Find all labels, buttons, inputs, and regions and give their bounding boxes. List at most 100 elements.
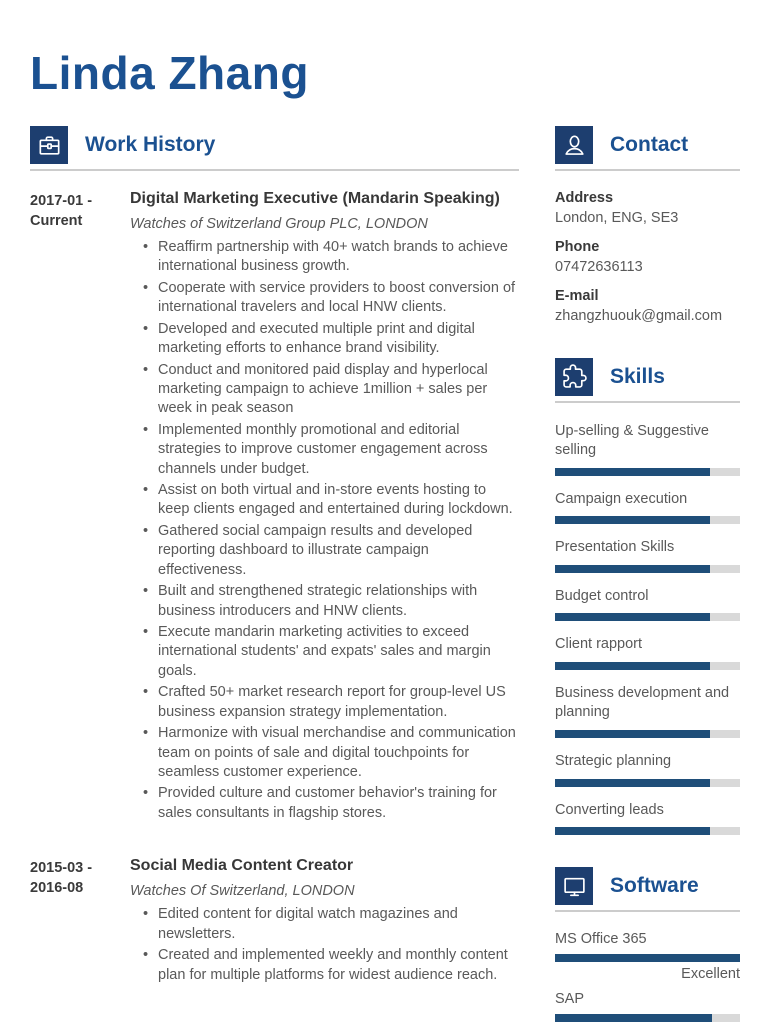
skill-bar-fill	[555, 564, 711, 573]
skill-item: Up-selling & Suggestive selling	[555, 422, 740, 476]
contact-heading: Contact	[610, 133, 689, 156]
skill-label: Budget control	[555, 587, 649, 604]
skills-section: Skills Up-selling & Suggestive selling C…	[555, 357, 740, 836]
section-divider	[555, 910, 740, 913]
skill-bar-track	[555, 467, 740, 476]
job-bullet: Assist on both virtual and in-store even…	[143, 481, 519, 520]
software-level: Excellent	[681, 966, 740, 983]
software-item: MS Office 365 Excellent	[555, 931, 740, 982]
side-column: Contact Address London, ENG, SE3 Phone 0…	[555, 126, 740, 1024]
skill-bar-track	[555, 661, 740, 670]
job-date-line: Current	[30, 212, 83, 229]
job-bullet: Gathered social campaign results and dev…	[143, 522, 519, 580]
skill-bar-fill	[555, 827, 711, 836]
skill-item: Campaign execution	[555, 490, 740, 525]
software-list: MS Office 365 Excellent SAP Very Good Ad…	[555, 931, 740, 1024]
skill-label: Converting leads	[555, 801, 664, 818]
job-date-line: 2017-01 -	[30, 193, 93, 209]
section-divider	[555, 169, 740, 171]
software-bar-track	[555, 1014, 740, 1023]
contact-field-value: zhangzhuouk@gmail.com	[555, 307, 723, 324]
section-divider	[555, 400, 740, 403]
software-label: SAP	[555, 991, 585, 1008]
work-history-heading: Work History	[85, 133, 216, 156]
skill-label: Campaign execution	[555, 490, 688, 507]
job-bullets: Edited content for digital watch magazin…	[130, 905, 519, 985]
contact-field-value: 07472636113	[555, 258, 643, 275]
software-section: Software MS Office 365 Excellent SAP Ver…	[555, 867, 740, 1024]
skill-label: Up-selling & Suggestive selling	[555, 422, 709, 459]
contact-field-label: Phone	[555, 238, 600, 255]
skill-label: Strategic planning	[555, 753, 672, 770]
skill-bar-track	[555, 516, 740, 525]
work-history-header: Work History	[30, 126, 519, 164]
skill-item: Strategic planning	[555, 752, 740, 787]
skill-bar-fill	[555, 516, 711, 525]
contact-field: Address London, ENG, SE3	[555, 190, 740, 228]
job-dates: 2015-03 - 2016-08	[30, 857, 130, 987]
job-bullet: Reaffirm partnership with 40+ watch bran…	[143, 238, 519, 277]
skill-label: Business development and planning	[555, 684, 730, 721]
page-title: Linda Zhang	[30, 47, 309, 99]
contact-field-label: Address	[555, 190, 614, 206]
work-history-section: Work History 2017-01 - Current Digital Ma…	[30, 126, 519, 987]
job-title: Digital Marketing Executive (Mandarin Sp…	[130, 190, 500, 207]
skill-label: Presentation Skills	[555, 539, 675, 556]
job-bullet: Cooperate with service providers to boos…	[143, 279, 519, 318]
main-column: Work History 2017-01 - Current Digital Ma…	[30, 126, 519, 1024]
skill-bar-track	[555, 730, 740, 739]
job-bullet: Provided culture and customer behavior's…	[143, 784, 519, 823]
job-title: Social Media Content Creator	[130, 857, 354, 875]
contact-field-value: London, ENG, SE3	[555, 210, 679, 226]
briefcase-icon	[30, 126, 68, 164]
skill-bar-track	[555, 778, 740, 787]
skills-header: Skills	[555, 357, 740, 396]
skill-item: Budget control	[555, 587, 740, 622]
contact-fields: Address London, ENG, SE3 Phone 074726361…	[555, 190, 740, 326]
contact-field-label: E-mail	[555, 287, 599, 304]
job-entry: 2015-03 - 2016-08 Social Media Content Cr…	[30, 857, 519, 987]
skill-label: Client rapport	[555, 636, 643, 653]
job-bullet: Created and implemented weekly and month…	[143, 946, 519, 985]
contact-field: Phone 07472636113	[555, 239, 740, 277]
software-item: SAP Very Good	[555, 991, 740, 1024]
skill-bar-fill	[555, 613, 711, 622]
software-header: Software	[555, 867, 740, 906]
person-icon	[555, 126, 593, 164]
job-bullet: Built and strengthened strategic relatio…	[143, 582, 519, 621]
software-label: MS Office 365	[555, 931, 647, 948]
job-bullet: Edited content for digital watch magazin…	[143, 905, 519, 944]
jobs-list: 2017-01 - Current Digital Marketing Execu…	[30, 190, 519, 987]
job-bullet: Implemented monthly promotional and edit…	[143, 421, 519, 479]
skill-bar-fill	[555, 778, 711, 787]
skill-bar-track	[555, 613, 740, 622]
skill-bar-track	[555, 827, 740, 836]
skill-item: Presentation Skills	[555, 538, 740, 573]
contact-header: Contact	[555, 126, 740, 164]
job-entry: 2017-01 - Current Digital Marketing Execu…	[30, 190, 519, 825]
job-date-line: 2015-03 -	[30, 860, 93, 877]
software-bar-fill	[555, 954, 740, 963]
puzzle-icon	[555, 357, 593, 396]
job-bullet: Crafted 50+ market research report for g…	[143, 683, 519, 722]
skill-item: Converting leads	[555, 801, 740, 836]
skill-item: Client rapport	[555, 635, 740, 670]
job-dates: 2017-01 - Current	[30, 190, 130, 825]
skill-item: Business development and planning	[555, 684, 740, 739]
job-bullet: Conduct and monitored paid display and h…	[143, 361, 519, 419]
monitor-icon	[555, 867, 593, 906]
job-bullet: Developed and executed multiple print an…	[143, 320, 519, 359]
skill-bar-fill	[555, 730, 711, 739]
job-date-line: 2016-08	[30, 879, 84, 896]
skill-bar-fill	[555, 467, 711, 476]
job-company: Watches Of Switzerland, LONDON	[130, 883, 355, 900]
job-bullet: Execute mandarin marketing activities to…	[143, 623, 519, 681]
job-bullet: Harmonize with visual merchandise and co…	[143, 724, 519, 782]
contact-field: E-mail zhangzhuouk@gmail.com	[555, 288, 740, 326]
software-bar-track	[555, 954, 740, 963]
section-divider	[30, 169, 519, 171]
skill-bar-track	[555, 564, 740, 573]
skills-list: Up-selling & Suggestive selling Campaign…	[555, 422, 740, 836]
contact-section: Contact Address London, ENG, SE3 Phone 0…	[555, 126, 740, 326]
